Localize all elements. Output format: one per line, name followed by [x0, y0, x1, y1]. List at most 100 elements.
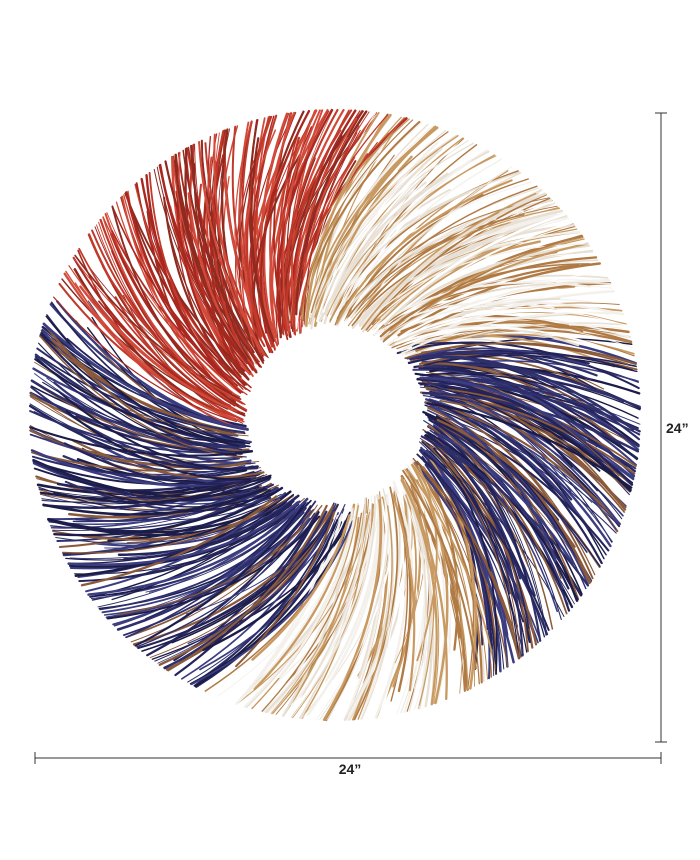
twig [335, 179, 513, 325]
twig [259, 112, 289, 336]
twig [436, 430, 547, 636]
twig [353, 486, 399, 721]
twig [393, 308, 626, 343]
twig [372, 213, 566, 334]
twig [154, 504, 338, 662]
twig [189, 143, 241, 374]
twig [34, 358, 245, 444]
twig [378, 484, 405, 718]
twig [418, 352, 593, 381]
wreath-center [251, 331, 419, 499]
twig [275, 502, 381, 684]
twig [313, 499, 388, 721]
twig [335, 218, 497, 327]
twig [173, 159, 248, 360]
twig [106, 515, 321, 620]
twig [407, 485, 440, 705]
twig [400, 289, 616, 352]
twig [65, 410, 251, 481]
twig [429, 404, 557, 562]
twig [424, 436, 522, 658]
twig [402, 469, 477, 670]
twig [29, 426, 253, 457]
twig [72, 439, 265, 479]
twig [407, 470, 498, 675]
twig [235, 160, 255, 352]
twig [250, 151, 271, 354]
twig [38, 478, 251, 499]
twig [185, 507, 338, 615]
twig [32, 460, 268, 502]
height-dimension: 24” [655, 112, 696, 743]
twig [406, 347, 589, 367]
twig [354, 205, 558, 315]
twig [80, 495, 278, 587]
twig [78, 247, 231, 410]
twig [399, 288, 585, 338]
twig [277, 129, 300, 337]
twig [62, 498, 281, 554]
twig [30, 379, 245, 448]
twig [42, 487, 266, 516]
twig [130, 504, 318, 643]
twig [124, 192, 246, 372]
twig [319, 503, 389, 721]
twig [433, 431, 557, 558]
twig [176, 206, 242, 379]
twig [423, 352, 637, 368]
twig [190, 144, 255, 354]
twig [425, 413, 583, 595]
twig [241, 129, 277, 348]
twig [391, 493, 416, 692]
twig [379, 281, 612, 341]
twig [435, 407, 620, 526]
twig [422, 428, 529, 567]
twig [322, 491, 383, 721]
twig [426, 382, 632, 491]
twig [381, 251, 594, 325]
twig [356, 212, 500, 320]
twig [421, 391, 640, 453]
twig [415, 355, 635, 431]
twig [269, 109, 318, 339]
twig [159, 163, 258, 374]
twig [332, 171, 521, 310]
twig [42, 322, 249, 431]
width-dimension: 24” [34, 752, 662, 777]
twig [299, 511, 365, 719]
label-bg [664, 418, 696, 438]
twig [428, 376, 641, 433]
twig [125, 191, 234, 386]
twig [400, 478, 448, 701]
twig [56, 300, 246, 431]
twig [94, 226, 247, 412]
twig [146, 505, 312, 657]
twig [404, 468, 469, 691]
twig [39, 335, 243, 459]
twig [407, 492, 427, 712]
twig [111, 230, 251, 392]
width-label: 24” [339, 761, 362, 777]
twig [144, 505, 301, 620]
twig [295, 110, 368, 316]
twig [32, 458, 260, 498]
twig [79, 285, 234, 411]
twig [148, 171, 234, 384]
twig [58, 282, 236, 418]
twig [87, 497, 309, 596]
twig [437, 403, 603, 565]
twig [439, 427, 554, 630]
twig [322, 138, 468, 313]
twig [323, 172, 449, 316]
twig [336, 151, 458, 314]
twig [85, 486, 271, 508]
twig [419, 376, 587, 442]
twig [410, 482, 435, 706]
twig [164, 160, 255, 358]
twig [310, 131, 449, 313]
twig [293, 112, 378, 331]
twig [360, 192, 537, 330]
twig [67, 501, 286, 564]
twig [429, 429, 558, 613]
